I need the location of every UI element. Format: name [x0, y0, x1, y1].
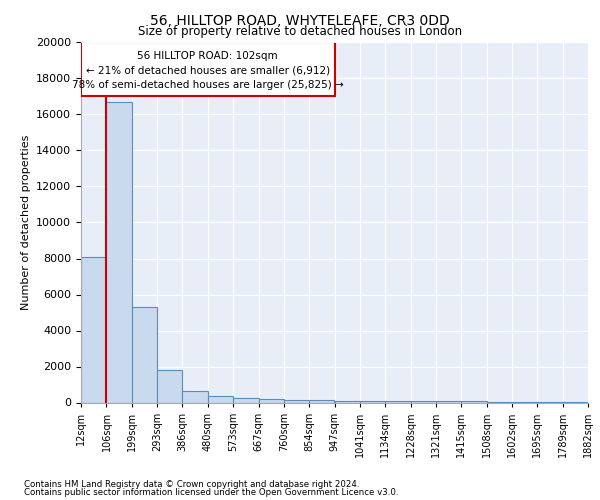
Bar — [436, 401, 461, 402]
Text: 56, HILLTOP ROAD, WHYTELEAFE, CR3 0DD: 56, HILLTOP ROAD, WHYTELEAFE, CR3 0DD — [150, 14, 450, 28]
Bar — [410, 401, 436, 402]
Text: 78% of semi-detached houses are larger (25,825) →: 78% of semi-detached houses are larger (… — [72, 80, 344, 90]
Bar — [157, 370, 182, 402]
Bar — [360, 400, 385, 402]
Bar — [208, 396, 233, 402]
Bar — [259, 400, 284, 402]
Bar — [132, 307, 157, 402]
Text: Size of property relative to detached houses in London: Size of property relative to detached ho… — [138, 25, 462, 38]
Bar — [284, 400, 309, 402]
Bar — [309, 400, 335, 402]
FancyBboxPatch shape — [81, 42, 335, 96]
Bar — [385, 401, 410, 402]
Bar — [81, 256, 106, 402]
Text: Contains HM Land Registry data © Crown copyright and database right 2024.: Contains HM Land Registry data © Crown c… — [24, 480, 359, 489]
Bar — [233, 398, 259, 402]
Bar — [182, 391, 208, 402]
Text: ← 21% of detached houses are smaller (6,912): ← 21% of detached houses are smaller (6,… — [86, 66, 330, 76]
Bar — [335, 400, 360, 402]
Bar — [106, 102, 132, 403]
Text: Contains public sector information licensed under the Open Government Licence v3: Contains public sector information licen… — [24, 488, 398, 497]
Text: 56 HILLTOP ROAD: 102sqm: 56 HILLTOP ROAD: 102sqm — [137, 52, 278, 62]
Y-axis label: Number of detached properties: Number of detached properties — [20, 135, 31, 310]
